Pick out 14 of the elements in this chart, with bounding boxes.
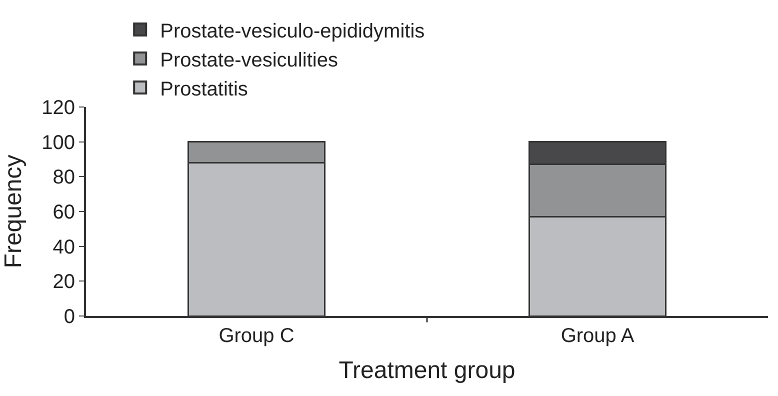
legend-label: Prostate-vesiculo-epididymitis — [160, 20, 425, 42]
y-tick-label: 40 — [52, 236, 75, 258]
y-axis-title: Frequency — [0, 154, 27, 268]
x-tick-label: Group A — [560, 325, 635, 347]
y-tick-label: 20 — [52, 271, 75, 294]
legend-label: Prostate-vesiculities — [160, 49, 338, 72]
legend-label: Prostatitis — [160, 78, 248, 100]
x-tick-label: Group C — [218, 325, 294, 347]
x-axis-title: Treatment group — [338, 356, 516, 384]
y-tick-label: 80 — [52, 166, 75, 189]
y-tick-label: 100 — [42, 132, 75, 154]
y-tick-label: 120 — [42, 97, 75, 119]
y-tick-label: 60 — [52, 202, 75, 224]
y-tick-label: 0 — [64, 306, 75, 328]
